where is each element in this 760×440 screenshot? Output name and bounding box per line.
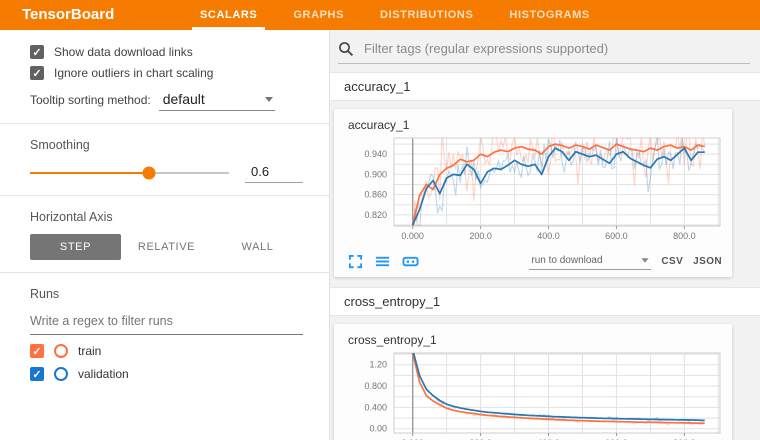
svg-text:600.0: 600.0	[605, 231, 628, 241]
svg-text:0.800: 0.800	[364, 381, 387, 391]
cross-entropy-chart-title: cross_entropy_1	[348, 333, 437, 347]
svg-text:400.0: 400.0	[537, 231, 560, 241]
sidebar-divider	[0, 272, 329, 273]
filter-tags-input[interactable]	[362, 40, 750, 57]
svg-text:0.940: 0.940	[364, 149, 387, 159]
smoothing-label: Smoothing	[30, 138, 90, 152]
app-logo: TensorBoard	[22, 6, 115, 23]
slider-thumb[interactable]	[142, 166, 156, 179]
train-run-label: train	[78, 344, 102, 358]
train-color-swatch-icon	[54, 344, 68, 358]
app-header: TensorBoard SCALARS GRAPHS DISTRIBUTIONS…	[0, 0, 760, 30]
axis-wall-button[interactable]: WALL	[241, 241, 274, 253]
nav-tabs: SCALARS GRAPHS DISTRIBUTIONS HISTOGRAMS	[182, 0, 608, 30]
svg-text:0.00: 0.00	[369, 424, 387, 434]
axis-step-button[interactable]: STEP	[30, 234, 121, 260]
svg-text:0.860: 0.860	[364, 190, 387, 200]
horizontal-axis-section: Horizontal Axis STEP RELATIVE WALL	[0, 198, 329, 270]
settings-sidebar: ✓ Show data download links ✓ Ignore outl…	[0, 30, 330, 440]
show-download-links-label: Show data download links	[54, 45, 193, 59]
runs-section: Runs ✓ train ✓ validation	[0, 275, 329, 400]
accuracy-chart[interactable]: 0.000 200.0 400.0 600.0 800.0 0.820 0.860 0.900…	[340, 135, 726, 245]
slider-fill	[30, 171, 150, 174]
fit-domain-icon[interactable]	[402, 254, 419, 269]
run-to-download-label: run to download	[531, 255, 603, 266]
tab-histograms[interactable]: HISTOGRAMS	[509, 9, 590, 21]
svg-text:0.000: 0.000	[401, 438, 424, 440]
svg-text:800.0: 800.0	[673, 231, 696, 241]
general-settings-section: ✓ Show data download links ✓ Ignore outl…	[0, 30, 329, 121]
tab-scalars[interactable]: SCALARS	[182, 0, 275, 30]
run-row-validation[interactable]: ✓ validation	[30, 367, 303, 381]
svg-text:200.0: 200.0	[469, 438, 492, 440]
train-run-checkbox[interactable]: ✓	[30, 344, 44, 358]
svg-text:800.0: 800.0	[673, 438, 696, 440]
ignore-outliers-row[interactable]: ✓ Ignore outliers in chart scaling	[30, 66, 303, 80]
ignore-outliers-label: Ignore outliers in chart scaling	[54, 66, 214, 80]
validation-run-label: validation	[78, 367, 129, 381]
accuracy-chart-card: accuracy_1 0.000 200.0 400.0 600.0 800.0 0.82…	[334, 109, 732, 277]
run-to-download-select[interactable]: run to download	[529, 253, 652, 270]
show-download-links-row[interactable]: ✓ Show data download links	[30, 45, 303, 59]
cross-entropy-chart[interactable]: 0.000 200.0 400.0 600.0 800.0 0.00 0.400 0.800 1…	[340, 350, 726, 440]
accuracy-card-toolbar: run to download CSV JSON	[348, 253, 722, 270]
cross-entropy-chart-card: cross_entropy_1 0.000 200.0 400.0 600.0 800.…	[334, 324, 732, 440]
tooltip-sorting-label: Tooltip sorting method:	[30, 93, 151, 107]
csv-download-link[interactable]: CSV	[661, 256, 684, 267]
sidebar-divider	[0, 195, 329, 196]
smoothing-slider[interactable]	[30, 166, 229, 179]
ignore-outliers-checkbox[interactable]: ✓	[30, 66, 44, 80]
svg-text:600.0: 600.0	[605, 438, 628, 440]
sidebar-divider	[0, 123, 329, 124]
show-download-links-checkbox[interactable]: ✓	[30, 45, 44, 59]
svg-text:1.20: 1.20	[369, 360, 387, 370]
horizontal-axis-label: Horizontal Axis	[30, 210, 113, 224]
tag-group-header-cross-entropy[interactable]: cross_entropy_1	[330, 287, 760, 316]
tooltip-sorting-value: default	[162, 91, 205, 107]
tab-distributions[interactable]: DISTRIBUTIONS	[380, 9, 474, 21]
svg-text:400.0: 400.0	[537, 438, 560, 440]
svg-text:0.000: 0.000	[401, 231, 424, 241]
tab-graphs[interactable]: GRAPHS	[293, 9, 345, 21]
smoothing-value-input[interactable]	[245, 162, 303, 183]
chevron-down-icon	[264, 96, 273, 102]
tag-group-accuracy: accuracy_1 accuracy_1 0.000 200.0 400.0 600…	[330, 72, 760, 287]
expand-chart-icon[interactable]	[348, 254, 363, 269]
runs-label: Runs	[30, 287, 60, 301]
chevron-down-icon	[641, 258, 649, 263]
svg-text:0.820: 0.820	[364, 210, 387, 220]
tooltip-sorting-select[interactable]: default	[158, 90, 275, 111]
svg-text:200.0: 200.0	[469, 231, 492, 241]
validation-color-swatch-icon	[54, 367, 68, 381]
smoothing-section: Smoothing	[0, 126, 329, 193]
svg-text:0.900: 0.900	[364, 169, 387, 179]
axis-relative-button[interactable]: RELATIVE	[137, 241, 196, 253]
run-row-train[interactable]: ✓ train	[30, 344, 303, 358]
accuracy-chart-title: accuracy_1	[348, 118, 410, 132]
tag-group-cross-entropy: cross_entropy_1 cross_entropy_1 0.000 200…	[330, 287, 760, 440]
svg-text:0.400: 0.400	[364, 402, 387, 412]
json-download-link[interactable]: JSON	[693, 256, 722, 267]
log-scale-toggle-icon[interactable]	[375, 254, 390, 269]
search-icon	[338, 41, 354, 57]
scalars-dashboard: accuracy_1 accuracy_1 0.000 200.0 400.0 600…	[330, 30, 760, 440]
runs-filter-input[interactable]	[30, 311, 303, 335]
validation-run-checkbox[interactable]: ✓	[30, 367, 44, 381]
tag-group-header-accuracy[interactable]: accuracy_1	[330, 72, 760, 101]
